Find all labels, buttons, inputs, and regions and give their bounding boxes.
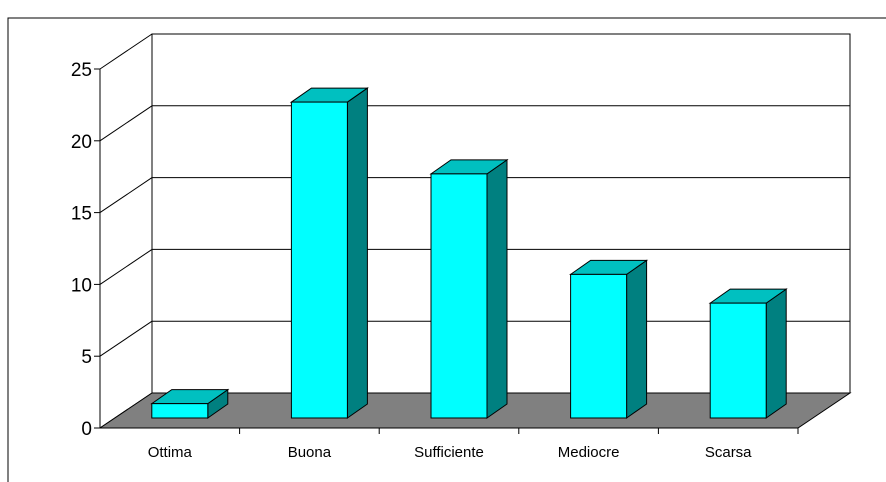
side-gridline: [99, 33, 153, 70]
y-tick-label: 5: [81, 347, 92, 368]
x-tick-label: Ottima: [148, 444, 193, 461]
y-axis-ticks: 0 5 10 15 20 25: [71, 60, 100, 440]
y-tick-label: 25: [71, 60, 92, 81]
bar: [150, 388, 230, 419]
bar-front: [151, 403, 209, 419]
y-tick-label: 20: [71, 132, 92, 153]
side-gridline: [99, 105, 153, 142]
x-tick-label: Sufficiente: [414, 444, 484, 461]
bar: [708, 288, 788, 419]
side-gridline: [99, 248, 153, 285]
side-gridline: [99, 320, 153, 357]
x-tick-label: Buona: [288, 444, 332, 461]
y-tick-label: 10: [71, 275, 92, 296]
bar: [289, 87, 369, 419]
bar-front: [709, 302, 767, 419]
bar-side: [765, 288, 787, 419]
bars: [150, 87, 788, 419]
x-axis-labels: Ottima Buona Sufficiente Mediocre Scarsa: [148, 428, 799, 461]
side-gridline: [99, 177, 153, 214]
chart-frame: [7, 17, 886, 482]
bar-side: [626, 259, 648, 419]
bar-front: [570, 273, 628, 419]
x-tick-label: Mediocre: [558, 444, 620, 461]
x-tick-label: Scarsa: [705, 444, 752, 461]
bar-front: [290, 101, 348, 419]
bar: [569, 259, 649, 419]
bar-side: [346, 87, 368, 419]
y-tick-label: 15: [71, 204, 92, 225]
axes: [99, 34, 798, 429]
y-tick-label: 0: [81, 419, 92, 440]
bar: [429, 158, 509, 419]
bar-front: [430, 173, 488, 419]
bar-side: [486, 158, 508, 419]
